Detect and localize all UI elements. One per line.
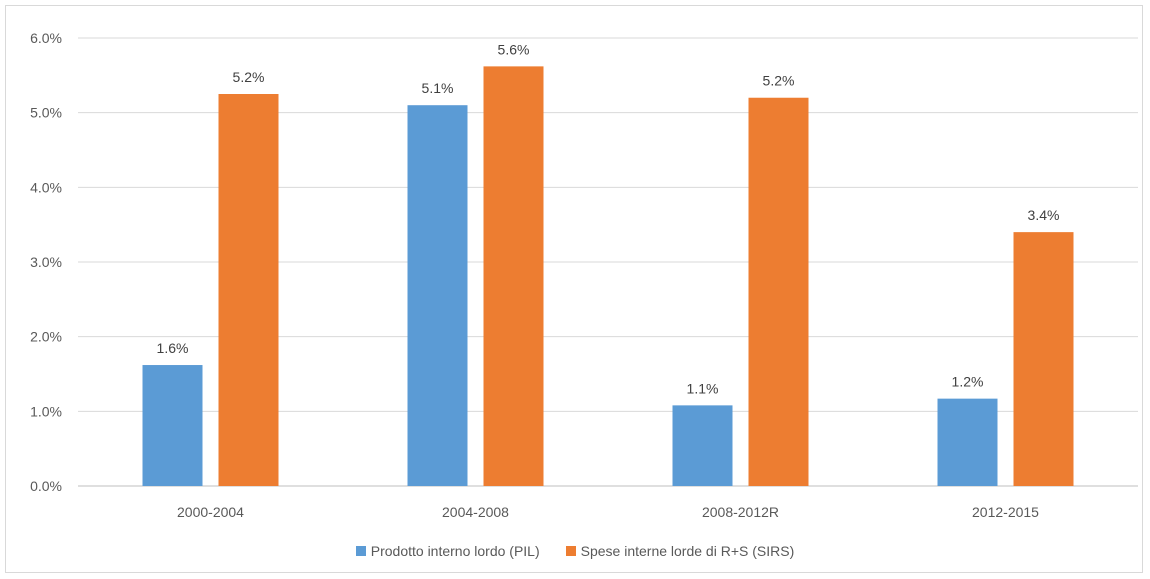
y-tick-label: 3.0%: [30, 254, 62, 270]
y-tick-label: 6.0%: [30, 30, 62, 46]
data-label: 1.6%: [157, 340, 189, 356]
bar-sirs: [1013, 232, 1074, 486]
bar-sirs: [748, 97, 809, 486]
legend-swatch-sirs: [565, 546, 576, 556]
legend: Prodotto interno lordo (PIL) Spese inter…: [0, 543, 1150, 559]
data-label: 5.1%: [422, 80, 454, 96]
data-label: 1.1%: [687, 380, 719, 396]
data-label: 5.2%: [233, 69, 265, 85]
data-label: 1.2%: [952, 374, 984, 390]
y-tick-label: 2.0%: [30, 329, 62, 345]
y-tick-label: 4.0%: [30, 179, 62, 195]
bars: [142, 66, 1074, 486]
legend-label-sirs: Spese interne lorde di R+S (SIRS): [580, 543, 795, 559]
x-tick-label: 2008-2012R: [702, 504, 779, 520]
data-labels: 1.6% 5.2% 5.1% 5.6% 1.1% 5.2% 1.2% 3.4%: [157, 41, 1060, 396]
x-tick-label: 2004-2008: [442, 504, 509, 520]
bar-sirs: [218, 94, 279, 486]
bar-pil: [407, 105, 468, 486]
bar-sirs: [483, 66, 544, 486]
data-label: 5.6%: [498, 41, 530, 57]
legend-item-pil: Prodotto interno lordo (PIL): [355, 543, 540, 559]
legend-swatch-pil: [355, 546, 366, 556]
legend-label-pil: Prodotto interno lordo (PIL): [370, 543, 540, 559]
y-tick-label: 5.0%: [30, 105, 62, 121]
bar-pil: [937, 398, 998, 486]
data-label: 3.4%: [1028, 207, 1060, 223]
bar-pil: [672, 405, 733, 486]
x-tick-label: 2012-2015: [972, 504, 1039, 520]
x-tick-label: 2000-2004: [177, 504, 244, 520]
legend-item-sirs: Spese interne lorde di R+S (SIRS): [565, 543, 795, 559]
y-tick-label: 1.0%: [30, 403, 62, 419]
x-axis-tick-labels: 2000-2004 2004-2008 2008-2012R 2012-2015: [177, 504, 1039, 520]
data-label: 5.2%: [763, 73, 795, 89]
bar-pil: [142, 365, 203, 486]
y-tick-label: 0.0%: [30, 478, 62, 494]
y-axis-tick-labels: 0.0% 1.0% 2.0% 3.0% 4.0% 5.0% 6.0%: [30, 30, 62, 494]
